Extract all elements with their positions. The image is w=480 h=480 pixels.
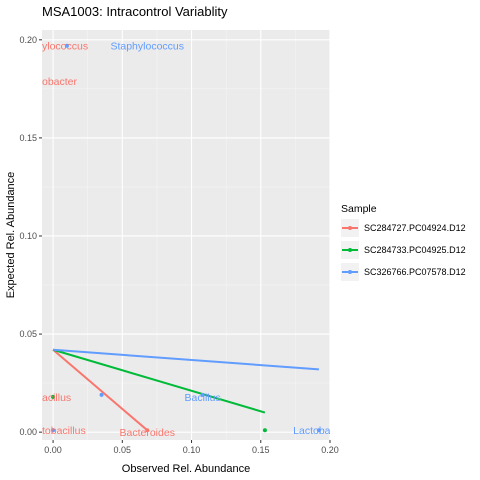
point-label: Lactobac bbox=[293, 425, 336, 437]
x-tick-label: 0.00 bbox=[44, 445, 62, 455]
fit-line bbox=[52, 349, 148, 431]
point-label: acillus bbox=[42, 392, 71, 404]
data-point bbox=[145, 428, 150, 433]
point-label: Bacillus bbox=[185, 392, 221, 404]
legend-title: Sample bbox=[341, 203, 377, 215]
point-labels: ylococcus Staphylococcus obacter acillus Bac… bbox=[42, 41, 336, 439]
point-label: Staphylococcus bbox=[110, 41, 184, 53]
fit-line bbox=[52, 348, 266, 414]
data-point bbox=[200, 392, 205, 397]
legend: Sample SC284727.PC04924.D12 SC284733.PC04… bbox=[341, 203, 466, 281]
x-axis-ticks: 0.00 0.05 0.10 0.15 0.20 bbox=[44, 440, 339, 455]
y-tick-label: 0.05 bbox=[19, 329, 37, 339]
y-axis-ticks: 0.00 0.05 0.10 0.15 0.20 bbox=[19, 35, 42, 437]
points bbox=[51, 43, 321, 433]
x-tick-label: 0.20 bbox=[321, 445, 339, 455]
grid-minor bbox=[42, 30, 330, 440]
y-tick-label: 0.00 bbox=[19, 427, 37, 437]
data-point bbox=[64, 43, 69, 48]
legend-entry-label: SC326766.PC07578.D12 bbox=[364, 267, 466, 277]
fit-lines bbox=[52, 348, 319, 431]
x-tick-label: 0.15 bbox=[252, 445, 270, 455]
legend-key-point bbox=[348, 226, 352, 230]
y-tick-label: 0.15 bbox=[19, 133, 37, 143]
data-point bbox=[316, 428, 321, 433]
legend-key-point bbox=[348, 248, 352, 252]
data-point bbox=[99, 392, 104, 397]
data-point bbox=[51, 394, 56, 399]
legend-entry-label: SC284733.PC04925.D12 bbox=[364, 245, 466, 255]
legend-key-point bbox=[348, 270, 352, 274]
x-tick-label: 0.05 bbox=[114, 445, 132, 455]
data-point bbox=[262, 428, 267, 433]
point-label: ylococcus bbox=[42, 41, 88, 53]
point-label: tobacillus bbox=[42, 425, 86, 437]
legend-entries: SC284727.PC04924.D12 SC284733.PC04925.D12… bbox=[341, 219, 466, 281]
plot-panel: ylococcus Staphylococcus obacter acillus Bac… bbox=[42, 30, 336, 440]
panel-background bbox=[42, 30, 330, 440]
y-tick-label: 0.10 bbox=[19, 231, 37, 241]
x-axis-title: Observed Rel. Abundance bbox=[122, 463, 250, 475]
x-tick-label: 0.10 bbox=[183, 445, 201, 455]
grid-major bbox=[42, 30, 331, 440]
point-label: Bacteroides bbox=[120, 427, 175, 439]
y-tick-label: 0.20 bbox=[19, 35, 37, 45]
point-label: obacter bbox=[42, 76, 78, 88]
data-point bbox=[51, 428, 56, 433]
fit-line bbox=[53, 348, 319, 371]
chart-title: MSA1003: Intracontrol Variablity bbox=[42, 4, 228, 19]
y-axis-title: Expected Rel. Abundance bbox=[5, 172, 17, 299]
legend-entry-label: SC284727.PC04924.D12 bbox=[364, 223, 466, 233]
